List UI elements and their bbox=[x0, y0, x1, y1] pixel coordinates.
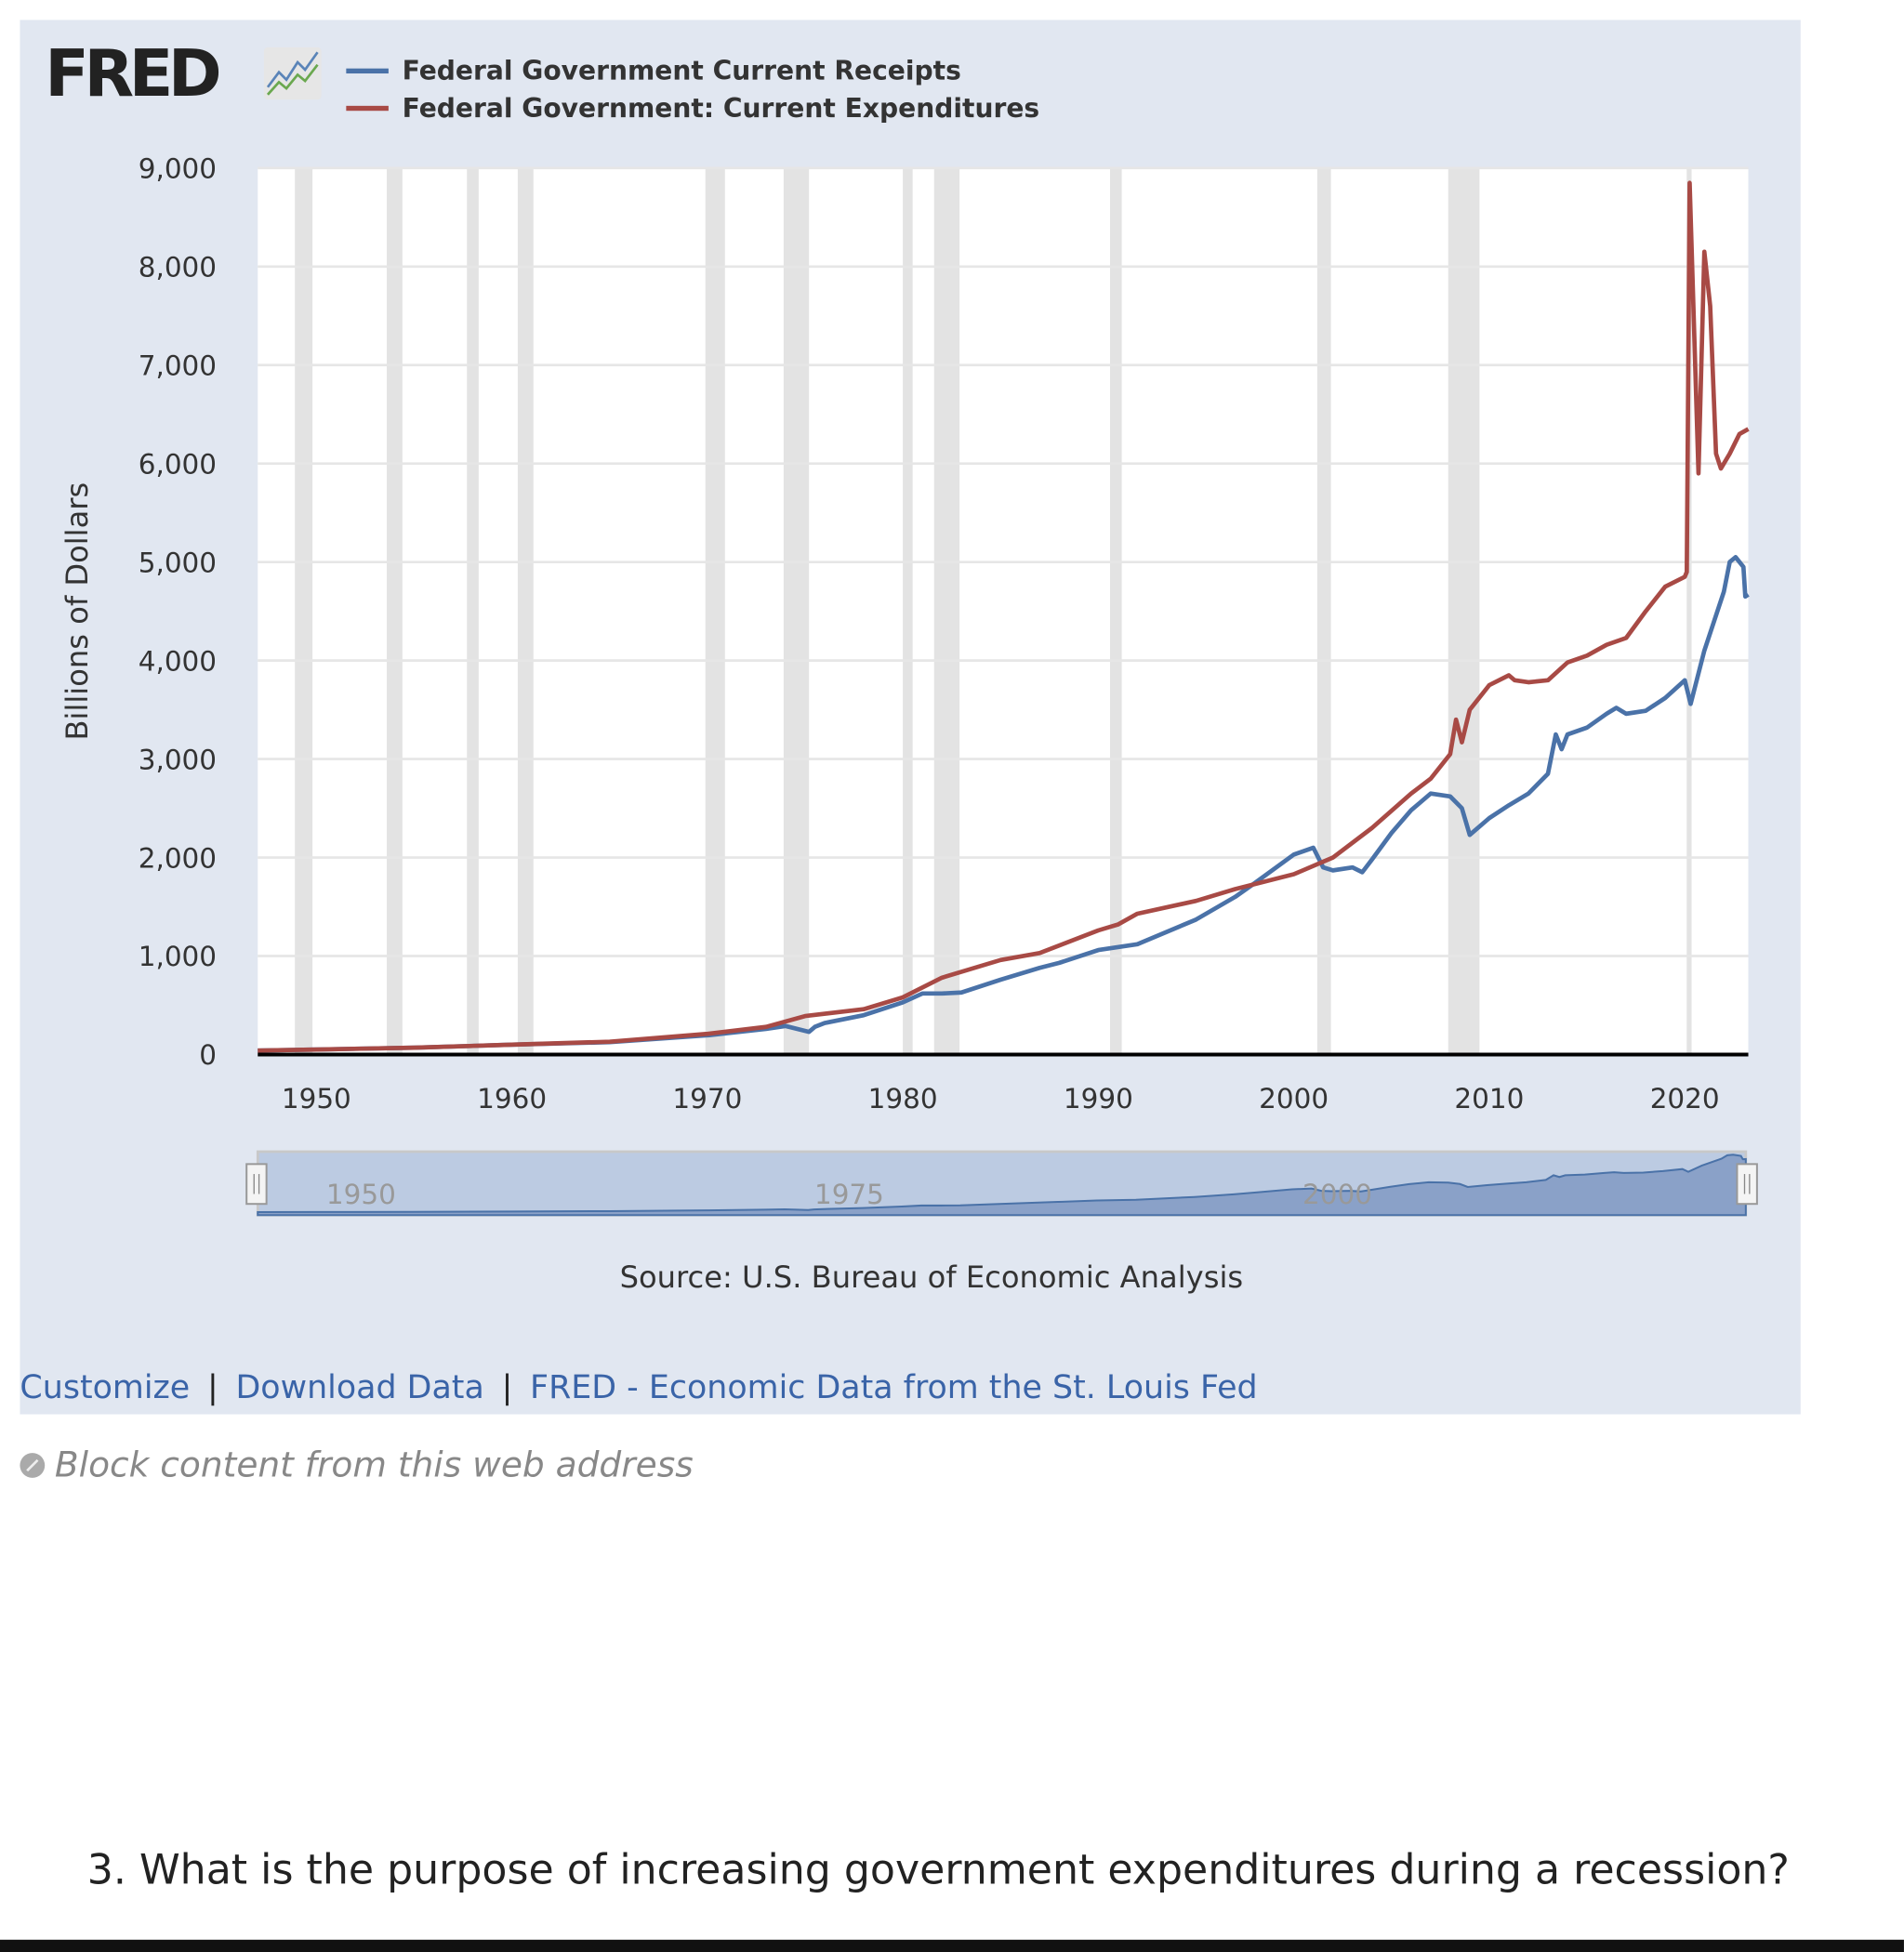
y-tick-label: 4,000 bbox=[139, 645, 217, 677]
navigator-label: 2000 bbox=[1302, 1179, 1372, 1210]
y-tick-label: 6,000 bbox=[139, 448, 217, 480]
recession-band bbox=[1316, 167, 1331, 1055]
recession-band bbox=[1686, 167, 1692, 1055]
link-separator: | bbox=[206, 1369, 218, 1407]
x-tick-label: 2010 bbox=[1454, 1083, 1524, 1114]
navigator-label: 1950 bbox=[326, 1179, 396, 1210]
legend-swatch-receipts bbox=[346, 68, 389, 74]
fred-logo-text: FRED bbox=[45, 37, 222, 112]
bottom-bar bbox=[0, 1939, 1904, 1952]
legend-item-expenditures[interactable]: Federal Government: Current Expenditures bbox=[346, 89, 1039, 126]
navigator-handle-left[interactable] bbox=[245, 1163, 268, 1206]
customize-link[interactable]: Customize bbox=[20, 1369, 191, 1407]
recession-band bbox=[517, 167, 534, 1055]
navigator-label: 1975 bbox=[814, 1179, 884, 1210]
y-tick-label: 8,000 bbox=[139, 251, 217, 283]
chart-source: Source: U.S. Bureau of Economic Analysis bbox=[619, 1260, 1244, 1295]
y-tick-label: 5,000 bbox=[139, 547, 217, 578]
y-tick-label: 2,000 bbox=[139, 842, 217, 874]
x-tick-label: 2020 bbox=[1650, 1083, 1720, 1114]
block-content-label: Block content from this web address bbox=[54, 1444, 694, 1485]
x-tick-label: 1960 bbox=[477, 1083, 547, 1114]
graph-links: Customize | Download Data | FRED - Econo… bbox=[20, 1369, 1257, 1406]
fred-home-link[interactable]: FRED - Economic Data from the St. Louis … bbox=[530, 1369, 1258, 1407]
legend-swatch-expenditures bbox=[346, 105, 389, 112]
recession-band bbox=[1110, 167, 1122, 1055]
x-tick-label: 1950 bbox=[282, 1083, 351, 1114]
navigator-series bbox=[257, 1154, 1747, 1217]
y-tick-label: 7,000 bbox=[139, 350, 217, 381]
y-tick-label: 3,000 bbox=[139, 744, 217, 775]
fred-chart-logo-icon bbox=[263, 46, 322, 100]
legend-label: Federal Government: Current Expenditures bbox=[402, 93, 1040, 124]
recession-band bbox=[705, 167, 725, 1055]
recession-band bbox=[1448, 167, 1480, 1055]
recession-band bbox=[295, 167, 313, 1055]
block-icon bbox=[20, 1452, 46, 1478]
plot-area bbox=[258, 167, 1749, 1055]
receipts-line bbox=[258, 555, 1750, 1053]
x-tick-label: 1980 bbox=[868, 1083, 938, 1114]
recession-band bbox=[933, 167, 960, 1055]
fred-logo[interactable]: FRED bbox=[45, 37, 222, 112]
y-axis-label: Billions of Dollars bbox=[60, 482, 95, 741]
y-tick-label: 1,000 bbox=[139, 941, 217, 972]
question-text: 3. What is the purpose of increasing gov… bbox=[86, 1844, 1790, 1894]
y-tick-label: 9,000 bbox=[139, 153, 217, 185]
link-separator: | bbox=[501, 1369, 513, 1407]
x-tick-label: 1970 bbox=[672, 1083, 742, 1114]
recession-band bbox=[467, 167, 479, 1055]
recession-band bbox=[387, 167, 403, 1055]
legend-item-receipts[interactable]: Federal Government Current Receipts bbox=[346, 52, 1039, 89]
expenditures-line bbox=[258, 180, 1750, 1053]
recession-band bbox=[783, 167, 810, 1055]
y-tick-label: 0 bbox=[199, 1039, 217, 1071]
recession-band bbox=[903, 167, 913, 1055]
legend-label: Federal Government Current Receipts bbox=[402, 56, 961, 86]
x-tick-label: 1990 bbox=[1064, 1083, 1133, 1114]
navigator-handle-right[interactable] bbox=[1736, 1163, 1758, 1206]
line-chart: 0 1,000 2,000 3,000 4,000 5,000 6,000 7,000 8,00… bbox=[60, 153, 1758, 1217]
download-data-link[interactable]: Download Data bbox=[235, 1369, 484, 1407]
legend: Federal Government Current Receipts Fede… bbox=[346, 52, 1039, 126]
x-tick-label: 2000 bbox=[1259, 1083, 1329, 1114]
block-content-link[interactable]: Block content from this web address bbox=[20, 1444, 694, 1485]
